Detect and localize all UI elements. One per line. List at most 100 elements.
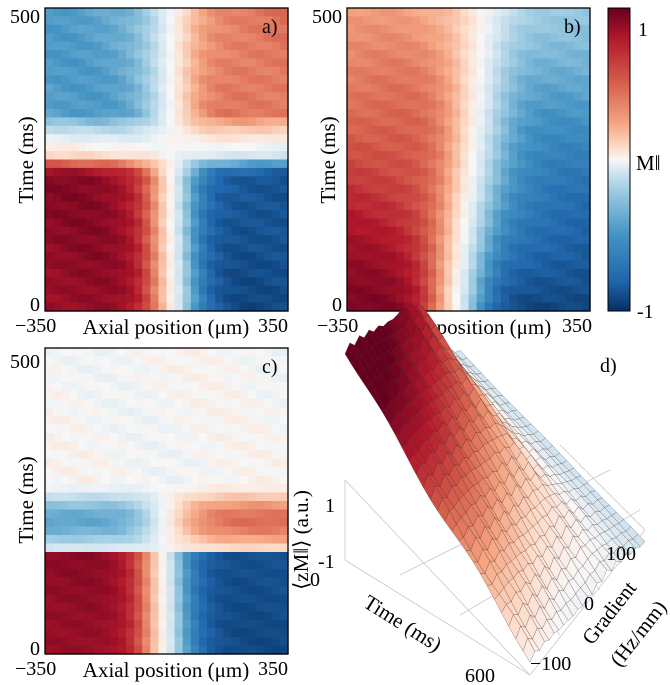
heatmap-c-cell [182, 399, 192, 409]
heatmap-b-cell [533, 41, 542, 51]
heatmap-a-cell [279, 193, 289, 203]
heatmap-a-cell [126, 41, 135, 51]
heatmap-c-cell [231, 492, 240, 502]
heatmap-a-cell [198, 235, 208, 245]
heatmap-a-cell [101, 302, 111, 312]
heatmap-a-cell [158, 117, 168, 127]
heatmap-b-cell [444, 24, 453, 34]
heatmap-c-cell [279, 365, 289, 375]
heatmap-a-cell [85, 142, 95, 152]
heatmap-b-cell [419, 184, 429, 194]
heatmap-a-cell [117, 16, 127, 26]
heatmap-c-cell [215, 603, 224, 613]
heatmap-a-cell [117, 8, 127, 18]
heatmap-a-cell [166, 235, 176, 245]
heatmap-a-cell [69, 159, 78, 169]
heatmap-a-cell [207, 226, 216, 236]
heatmap-a-cell [101, 235, 111, 245]
heatmap-a-cell [53, 201, 62, 211]
heatmap-b-cell [419, 151, 429, 161]
heatmap-a-cell [223, 117, 232, 127]
heatmap-b-cell [468, 117, 478, 127]
heatmap-a-cell [255, 260, 265, 270]
heatmap-a-cell [247, 218, 257, 228]
heatmap-a-cell [207, 268, 216, 278]
heatmap-c-cell [85, 594, 95, 604]
heatmap-a-cell [45, 167, 54, 177]
heatmap-b-cell [395, 285, 405, 295]
heatmap-c-cell [198, 586, 208, 596]
heatmap-a-cell [215, 277, 224, 287]
heatmap-b-cell [436, 268, 445, 278]
heatmap-c-cell [101, 424, 111, 434]
heatmap-b-cell [484, 235, 494, 245]
heatmap-c-cell [271, 458, 281, 468]
heatmap-c-cell [61, 509, 70, 519]
heatmap-c-cell [271, 416, 281, 426]
heatmap-a-cell [239, 210, 249, 220]
heatmap-b-cell [541, 193, 551, 203]
heatmap-a-cell [69, 142, 78, 152]
heatmap-a-cell [93, 226, 103, 236]
heatmap-b-cell [476, 8, 486, 18]
heatmap-c-cell [198, 373, 208, 383]
heatmap-b-cell [419, 33, 429, 43]
heatmap-c-cell [198, 458, 208, 468]
heatmap-c-cell [247, 569, 257, 579]
heatmap-b-cell [500, 285, 510, 295]
heatmap-b-cell [419, 159, 429, 169]
heatmap-a-cell [150, 41, 159, 51]
heatmap-a-cell [53, 33, 62, 43]
heatmap-b-cell [460, 235, 470, 245]
heatmap-c-cell [239, 399, 249, 409]
panel-a-ytick-0: 0 [30, 294, 40, 316]
heatmap-a-cell [263, 117, 273, 127]
heatmap-b-cell [460, 83, 470, 93]
heatmap-b-cell [525, 109, 534, 119]
heatmap-a-cell [166, 302, 176, 312]
heatmap-b-cell [436, 226, 445, 236]
heatmap-a-cell [198, 285, 208, 295]
heatmap-a-cell [93, 201, 103, 211]
heatmap-c-cell [271, 628, 281, 638]
heatmap-a-cell [45, 226, 54, 236]
heatmap-a-cell [158, 100, 168, 110]
heatmap-b-cell [436, 75, 445, 85]
heatmap-b-cell [525, 226, 534, 236]
heatmap-c-cell [263, 603, 273, 613]
heatmap-c-cell [134, 577, 143, 587]
heatmap-c-cell [77, 552, 87, 562]
heatmap-a-cell [239, 50, 249, 60]
heatmap-b-cell [387, 8, 397, 18]
heatmap-b-cell [500, 277, 510, 287]
heatmap-b-cell [509, 134, 518, 144]
heatmap-c-cell [109, 399, 119, 409]
heatmap-a-cell [142, 218, 151, 228]
heatmap-c-cell [77, 348, 87, 358]
heatmap-b-cell [476, 184, 486, 194]
heatmap-b-cell [484, 33, 494, 43]
heatmap-c-cell [231, 501, 240, 511]
heatmap-a-cell [263, 159, 273, 169]
heatmap-b-cell [436, 285, 445, 295]
heatmap-b-cell [500, 193, 510, 203]
heatmap-b-cell [347, 24, 356, 34]
heatmap-a-cell [117, 184, 127, 194]
heatmap-b-cell [557, 226, 567, 236]
heatmap-c-cell [247, 450, 257, 460]
heatmap-b-cell [452, 243, 461, 253]
heatmap-a-cell [134, 92, 143, 102]
heatmap-a-cell [109, 235, 119, 245]
heatmap-c-cell [190, 458, 200, 468]
heatmap-b-cell [444, 226, 453, 236]
heatmap-b-cell [387, 134, 397, 144]
heatmap-c-cell [198, 569, 208, 579]
heatmap-c-cell [142, 552, 151, 562]
heatmap-b-cell [565, 83, 575, 93]
heatmap-c-cell [45, 365, 54, 375]
heatmap-c-cell [85, 348, 95, 358]
heatmap-c-cell [174, 535, 184, 545]
heatmap-b-cell [541, 24, 551, 34]
heatmap-b-cell [363, 176, 372, 186]
